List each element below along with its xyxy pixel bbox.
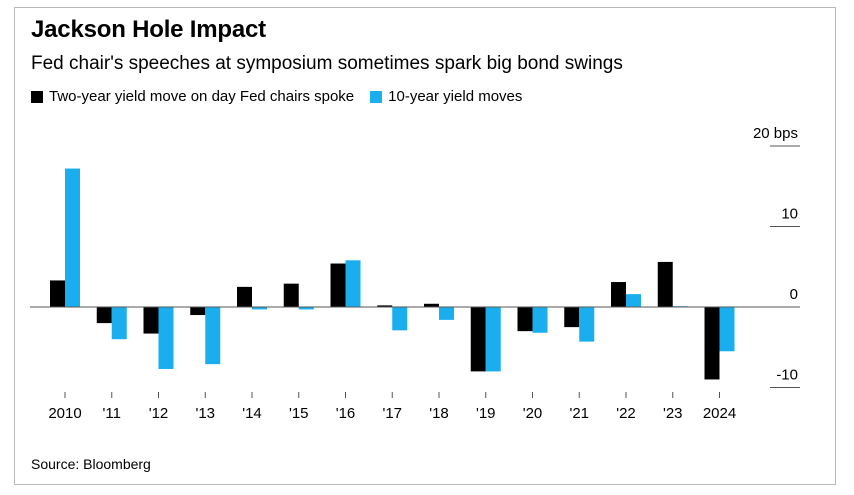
bar-s0-10 [517,307,533,332]
bar-s1-3 [205,307,221,365]
x-tick-label-13: '23 [663,405,683,422]
bar-s1-11 [579,307,595,342]
x-tick-label-3: '13 [195,405,215,422]
bar-s0-1 [96,307,112,324]
bar-s0-4 [237,286,252,307]
x-tick-label-2: '12 [149,405,169,422]
bar-s0-11 [564,307,580,328]
bar-s1-7 [392,307,408,331]
x-tick-label-9: '19 [476,405,496,422]
bar-s0-3 [190,307,206,316]
y-tick-label-2: 0 [790,286,798,303]
bar-s0-7 [377,305,393,307]
bar-s1-8 [439,307,454,320]
y-tick-label-3: -10 [776,367,798,384]
bar-s0-14 [704,307,720,380]
legend-label-two-year: Two-year yield move on day Fed chairs sp… [49,88,355,105]
source-note: Source: Bloomberg [31,456,151,472]
bar-s1-10 [532,307,548,333]
y-tick-label-1: 10 [781,206,798,223]
bar-s1-6 [345,260,361,307]
bar-s0-6 [330,263,346,307]
legend-item-two-year: Two-year yield move on day Fed chairs sp… [31,88,354,105]
bar-s0-2 [143,307,159,334]
x-tick-label-5: '15 [289,405,309,422]
bar-s0-8 [424,303,439,307]
bar-s0-12 [611,282,626,307]
x-tick-label-11: '21 [569,405,589,422]
bar-s1-4 [252,307,267,310]
bar-s0-9 [470,307,486,372]
legend-item-ten-year: 10-year yield moves [370,88,522,105]
chart-frame [14,7,836,485]
bar-s1-2 [158,307,174,369]
bar-s1-9 [485,307,501,372]
chart-subtitle: Fed chair's speeches at symposium someti… [31,53,623,74]
chart-title: Jackson Hole Impact [31,16,266,43]
x-tick-label-8: '18 [429,405,449,422]
legend: Two-year yield move on day Fed chairs sp… [31,88,538,105]
x-tick-label-10: '20 [523,405,543,422]
x-tick-label-12: '22 [616,405,636,422]
bar-s1-0 [65,168,80,307]
legend-swatch-ten-year [370,90,383,103]
x-tick-label-7: '17 [382,405,402,422]
bar-s1-1 [111,307,127,340]
x-tick-label-0: 2010 [48,405,81,422]
x-tick-label-4: '14 [242,405,262,422]
bar-s1-12 [626,294,641,307]
bar-s0-5 [283,283,299,307]
y-tick-label-0: 20 bps [753,125,798,142]
bar-s0-13 [657,261,673,307]
bar-s1-5 [298,307,314,310]
bar-s1-14 [719,307,735,352]
legend-label-ten-year: 10-year yield moves [388,88,523,105]
bar-s0-0 [50,280,65,307]
legend-swatch-two-year [31,90,43,103]
x-tick-label-1: '11 [103,405,121,422]
x-tick-label-6: '16 [336,405,356,422]
x-tick-label-14: 2024 [703,405,736,422]
